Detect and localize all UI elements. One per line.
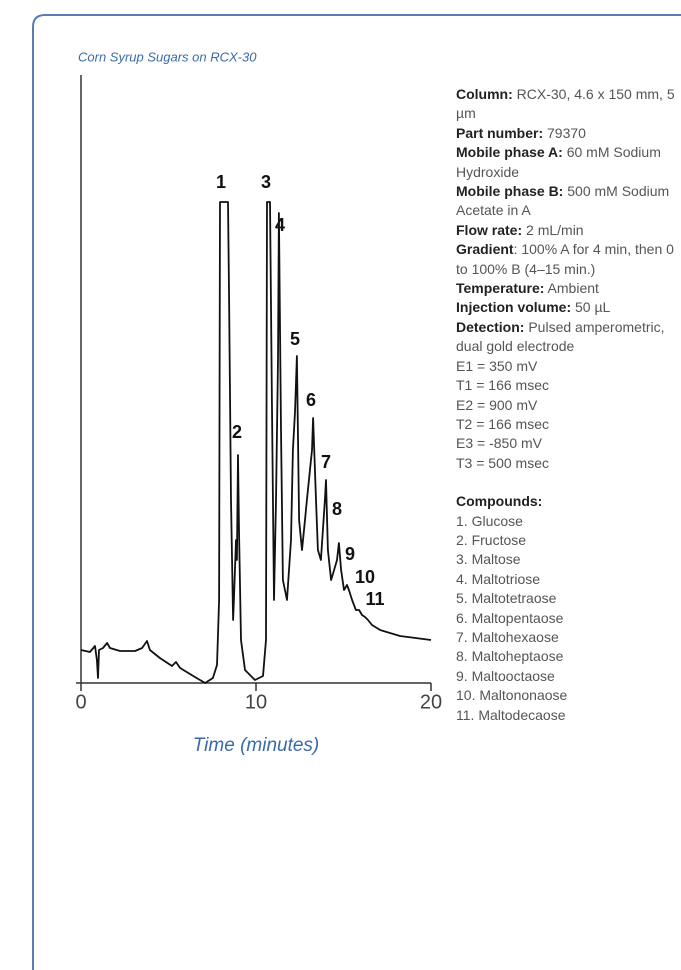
condition: Injection volume: 50 µL — [456, 298, 678, 317]
peak-label: 9 — [345, 544, 355, 564]
peak-label: 6 — [306, 390, 316, 410]
condition: E2 = 900 mV — [456, 396, 678, 415]
peak-label: 10 — [355, 567, 375, 587]
condition-text: E3 = -850 mV — [456, 435, 542, 452]
condition-label: Detection: — [456, 318, 525, 335]
condition: Column: RCX-30, 4.6 x 150 mm, 5 µm — [456, 85, 678, 124]
peak-label: 11 — [365, 589, 384, 609]
condition-text: T3 = 500 msec — [456, 454, 549, 471]
compounds-title: Compounds: — [456, 493, 543, 510]
x-axis-label: Time (minutes) — [193, 735, 320, 756]
condition-label: Flow rate: — [456, 221, 523, 238]
compound: 10. Maltononaose — [456, 687, 568, 704]
compound: 2. Fructose — [456, 531, 527, 548]
conditions-panel: Column: RCX-30, 4.6 x 150 mm, 5 µm Part n… — [456, 85, 678, 725]
peak-label: 7 — [321, 452, 331, 472]
compound: 4. Maltotriose — [456, 570, 541, 587]
condition-text: Pulsed amperometric, dual gold electrode — [456, 318, 665, 355]
condition-text: Ambient — [544, 280, 599, 297]
compound: 8. Maltoheptaose — [456, 648, 564, 665]
frame — [32, 14, 681, 970]
condition-label: Mobile phase B: — [456, 183, 564, 200]
compound: 7. Maltohexaose — [456, 628, 559, 645]
condition-text: : 100% A for 4 min, then 0 to 100% B (4–… — [456, 241, 674, 277]
peak-label: 2 — [232, 422, 242, 442]
compound: 11. Maltodecaose — [456, 706, 566, 723]
condition-text: T1 = 166 msec — [456, 377, 549, 394]
condition: Flow rate: 2 mL/min — [456, 221, 678, 240]
compound: 9. Maltooctaose — [456, 667, 555, 684]
condition-label: Temperature: — [456, 280, 545, 297]
condition: Temperature: Ambient — [456, 279, 678, 298]
condition: Part number: 79370 — [456, 124, 678, 143]
chart-title: Corn Syrup Sugars on RCX-30 — [78, 49, 257, 64]
condition: Detection: Pulsed amperometric, dual gol… — [456, 318, 678, 357]
condition-text: E1 = 350 mV — [456, 357, 538, 374]
peak-label: 4 — [275, 215, 285, 235]
x-tick-label: 0 — [75, 691, 86, 713]
condition-text: T2 = 166 msec — [456, 415, 549, 432]
x-tick-label: 20 — [420, 691, 442, 713]
compound: 1. Glucose — [456, 512, 523, 529]
compound: 5. Maltotetraose — [456, 590, 557, 607]
condition-label: Mobile phase A: — [456, 144, 563, 161]
peak-label: 5 — [290, 329, 300, 349]
condition-text: RCX-30, 4.6 x 150 mm, 5 µm — [456, 86, 675, 122]
condition-text: E2 = 900 mV — [456, 396, 538, 413]
condition-text: 79370 — [543, 124, 586, 141]
condition: T1 = 166 msec — [456, 376, 678, 395]
condition-text: 50 µL — [571, 299, 611, 316]
condition: Mobile phase B: 500 mM Sodium Acetate in… — [456, 182, 678, 221]
condition-label: Injection volume: — [456, 299, 572, 316]
condition: Mobile phase A: 60 mM Sodium Hydroxide — [456, 143, 678, 182]
condition-text: 500 mM Sodium Acetate in A — [456, 183, 670, 219]
condition-text: 2 mL/min — [522, 221, 584, 238]
peak-label: 3 — [261, 172, 271, 192]
condition: E1 = 350 mV — [456, 357, 678, 376]
condition: Gradient: 100% A for 4 min, then 0 to 10… — [456, 240, 678, 279]
condition: E3 = -850 mV — [456, 434, 678, 453]
condition-label: Column: — [456, 86, 513, 102]
condition: T2 = 166 msec — [456, 415, 678, 434]
condition-label: Part number: — [456, 124, 544, 141]
peak-label: 1 — [216, 172, 226, 192]
compound: 6. Maltopentaose — [456, 609, 564, 626]
peak-label: 8 — [332, 499, 342, 519]
compound: 3. Maltose — [456, 551, 521, 568]
trace — [80, 201, 432, 684]
condition-text: 60 mM Sodium Hydroxide — [456, 144, 661, 180]
x-tick-label: 10 — [245, 691, 267, 713]
condition: T3 = 500 msec — [456, 454, 678, 473]
condition-label: Gradient — [456, 241, 514, 258]
